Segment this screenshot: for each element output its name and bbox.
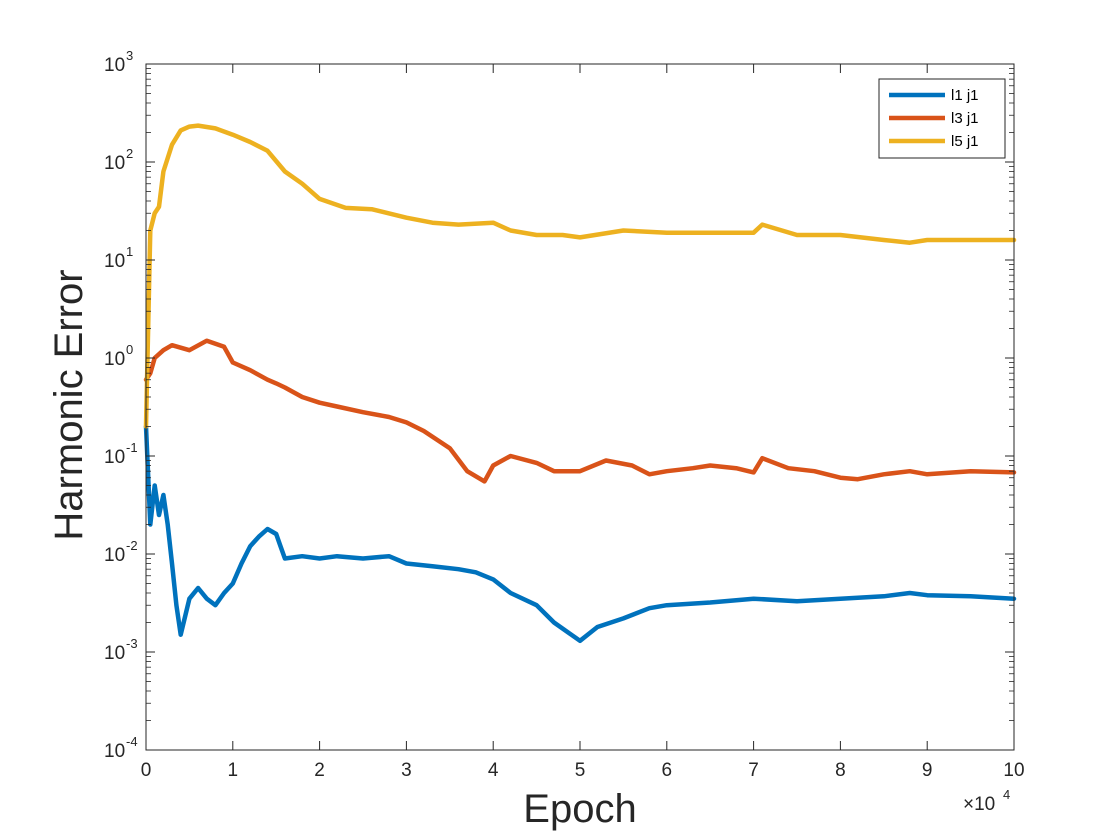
legend-label: l5 j1: [951, 133, 979, 150]
y-tick-label-exponent: 0: [126, 342, 133, 357]
y-tick-label-base: 10: [104, 55, 125, 76]
x-tick-label: 8: [835, 760, 846, 781]
y-tick-label-base: 10: [104, 643, 125, 664]
x-tick-label: 0: [141, 760, 152, 781]
y-tick-label: 10 -1: [104, 440, 138, 468]
y-tick-label: 10 3: [104, 48, 133, 76]
y-tick-label: 10 -3: [104, 636, 138, 664]
x-tick-label: 5: [575, 760, 586, 781]
y-tick-label-exponent: 2: [126, 146, 133, 161]
y-tick-label-base: 10: [104, 545, 125, 566]
x-axis-title: Epoch: [523, 787, 636, 831]
x-tick-label: 9: [922, 760, 933, 781]
x-tick-label: 10: [1003, 760, 1024, 781]
y-tick-label: 10 -4: [104, 734, 138, 762]
y-tick-label: 10 2: [104, 146, 133, 174]
series-line-3: [143, 123, 1017, 429]
y-tick-label: 10 1: [104, 244, 133, 272]
y-tick-label-exponent: -2: [126, 538, 138, 553]
series-line-2: [143, 338, 1017, 484]
y-tick-label-base: 10: [104, 741, 125, 762]
x-scale-multiplier: ×10 4: [963, 787, 1010, 815]
y-tick-label-exponent: -4: [126, 734, 138, 749]
series-layer: [143, 123, 1017, 644]
x-tick-label: 6: [662, 760, 673, 781]
x-tick-label: 3: [401, 760, 412, 781]
y-tick-label-exponent: -3: [126, 636, 138, 651]
y-tick-label: 10 0: [104, 342, 133, 370]
x-tick-label: 1: [228, 760, 239, 781]
y-axis-title: Harmonic Error: [47, 269, 91, 540]
y-tick-label-base: 10: [104, 153, 125, 174]
y-tick-label-exponent: 3: [126, 48, 133, 63]
y-tick-label: 10 -2: [104, 538, 138, 566]
plot-area: [146, 64, 1014, 750]
series-line-1: [143, 424, 1017, 644]
legend-entry: l1 j1: [889, 87, 979, 104]
plot-background: [146, 64, 1014, 750]
y-tick-label-base: 10: [104, 447, 125, 468]
x-tick-label: 4: [488, 760, 499, 781]
y-tick-label-exponent: -1: [126, 440, 138, 455]
svg-text:4: 4: [1003, 787, 1010, 802]
y-tick-label-base: 10: [104, 349, 125, 370]
legend-label: l1 j1: [951, 87, 979, 104]
legend-entry: l5 j1: [889, 133, 979, 150]
legend: l1 j1 l3 j1 l5 j1: [878, 78, 1006, 159]
x-tick-label: 2: [314, 760, 325, 781]
y-tick-label-base: 10: [104, 251, 125, 272]
y-tick-label-exponent: 1: [126, 244, 133, 259]
x-tick-label: 7: [748, 760, 759, 781]
legend-entry: l3 j1: [889, 110, 979, 127]
svg-text:×10: ×10: [963, 794, 995, 815]
legend-label: l3 j1: [951, 110, 979, 127]
